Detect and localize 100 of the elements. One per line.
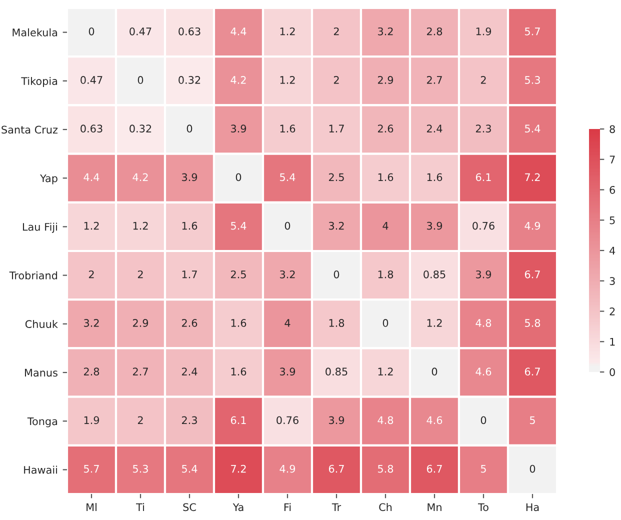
- data-label: 1.2: [378, 368, 393, 376]
- data-label: 2.9: [378, 76, 394, 84]
- data-label: 5: [530, 416, 535, 424]
- x-tick-label: SC: [183, 503, 196, 512]
- data-label: 2.7: [426, 76, 442, 84]
- data-label: 4.4: [230, 28, 246, 36]
- data-label: 2: [480, 76, 486, 84]
- data-label: 2: [138, 416, 143, 424]
- data-label: 0: [382, 319, 388, 327]
- color-bar-label: 4: [610, 246, 616, 254]
- color-bar-label: 0: [610, 368, 615, 376]
- data-label: 1.2: [84, 222, 99, 230]
- x-tick-label: Mn: [428, 503, 442, 511]
- y-tick-label: Tonga: [27, 417, 58, 428]
- data-label: 2.6: [378, 124, 394, 133]
- data-label: 3.2: [378, 27, 393, 36]
- data-label: 5.7: [84, 464, 99, 473]
- color-bar-label: 8: [610, 125, 615, 134]
- data-label: 2: [334, 76, 339, 84]
- data-label: 4: [284, 319, 290, 327]
- data-label: 1.2: [280, 27, 295, 36]
- data-label: 5.3: [525, 76, 540, 84]
- data-label: 0.76: [472, 222, 494, 230]
- data-label: 0: [186, 124, 192, 133]
- y-tick-label: Lau Fiji: [22, 222, 57, 233]
- y-tick-label: Trobriand: [9, 271, 58, 280]
- y-tick-label: Santa Cruz: [2, 126, 58, 134]
- data-label: 3.2: [280, 270, 295, 278]
- data-label: 2.5: [328, 173, 344, 182]
- data-label: 3.2: [84, 319, 99, 327]
- data-label: 0.63: [178, 27, 200, 36]
- color-bar-label: 3: [610, 277, 615, 285]
- x-tick-label: Ml: [86, 503, 96, 511]
- data-label: 5.4: [525, 124, 540, 133]
- data-label: 1.2: [280, 76, 295, 84]
- color-bar-label: 7: [610, 156, 615, 164]
- data-label: 3.9: [280, 368, 296, 376]
- data-label: 2.4: [182, 368, 198, 376]
- data-label: 0.32: [130, 124, 152, 133]
- data-label: 5.8: [525, 319, 540, 327]
- data-label: 2.3: [182, 416, 197, 424]
- data-label: 6.7: [524, 368, 540, 376]
- data-label: 5.4: [231, 222, 246, 230]
- data-label: 2.8: [84, 368, 100, 376]
- x-tick-label: Ya: [232, 503, 244, 512]
- y-tick-label: Tikopia: [21, 76, 58, 88]
- data-label: 2.8: [426, 27, 442, 36]
- data-label: 0.32: [178, 76, 200, 84]
- data-label: 3.2: [329, 222, 344, 230]
- data-label: 5.8: [378, 464, 394, 473]
- data-label: 2.9: [132, 319, 148, 327]
- data-label: 3.9: [329, 416, 344, 424]
- data-label: 0.47: [80, 76, 102, 84]
- data-label: 4.9: [280, 464, 296, 473]
- data-label: 1.6: [231, 319, 246, 327]
- data-label: 2.5: [230, 270, 246, 278]
- data-label: 0: [480, 416, 486, 424]
- data-label: 5.7: [525, 28, 540, 36]
- x-tick-label: Tr: [332, 503, 342, 511]
- data-label: 1.8: [329, 319, 344, 327]
- data-label: 3.9: [427, 222, 442, 230]
- x-tick-label: Ti: [136, 503, 144, 511]
- data-label: 1.6: [182, 222, 198, 230]
- data-label: 6.1: [230, 416, 246, 424]
- data-label: 7.2: [525, 173, 540, 181]
- data-label: 2.6: [182, 319, 198, 327]
- data-label: 2: [88, 270, 94, 278]
- y-tick-label: Malekula: [12, 28, 58, 36]
- data-label: 4.6: [426, 416, 442, 424]
- data-label: 0: [432, 368, 438, 376]
- color-bar-label: 2: [610, 307, 615, 316]
- x-tick-label: Ch: [379, 503, 392, 512]
- data-label: 5.4: [182, 464, 198, 473]
- data-label: 0: [88, 27, 94, 36]
- data-label: 6.7: [426, 464, 442, 473]
- data-label: 3.9: [182, 173, 198, 182]
- data-label: 1.9: [476, 27, 492, 36]
- x-tick-label: To: [478, 503, 488, 512]
- data-label: 0.63: [80, 124, 102, 133]
- data-label: 3.9: [476, 270, 492, 278]
- data-label: 5.3: [133, 464, 148, 473]
- data-label: 2: [334, 27, 339, 36]
- y-tick-label: Yap: [40, 174, 58, 184]
- data-label: 0: [284, 222, 290, 230]
- data-label: 1.8: [378, 270, 394, 278]
- color-bar-label: 1: [610, 338, 615, 346]
- data-label: 1.6: [378, 173, 394, 182]
- data-label: 6.1: [476, 173, 491, 182]
- y-tick-label: Hawaii: [24, 466, 57, 474]
- data-label: 0.76: [276, 416, 298, 424]
- data-label: 4.8: [476, 319, 492, 327]
- data-label: 0: [138, 76, 144, 84]
- data-label: 4.2: [132, 173, 148, 181]
- data-label: 1.7: [182, 270, 197, 278]
- data-label: 7.2: [231, 464, 246, 473]
- data-label: 1.7: [329, 124, 344, 132]
- x-tick-label: Ha: [526, 503, 539, 512]
- data-label: 0: [236, 173, 242, 182]
- data-label: 5: [480, 464, 486, 473]
- data-label: 4.8: [378, 416, 394, 424]
